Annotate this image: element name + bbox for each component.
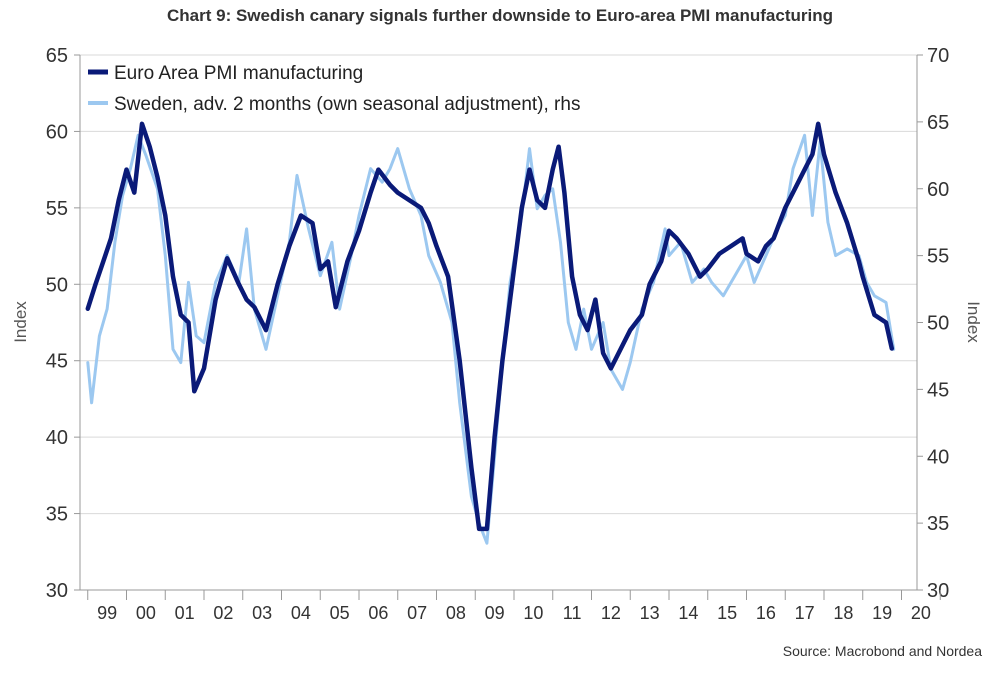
x-axis-ticks: 99 00 01 02 03 04 05 06 07 08 09 10 11 12 13 14 15 16 17 18…	[87, 590, 941, 623]
x-tick-label: 19	[872, 603, 892, 623]
x-tick-label: 01	[175, 603, 195, 623]
left-tick-label: 50	[46, 274, 68, 296]
left-tick-label: 60	[46, 121, 68, 143]
x-tick-label: 03	[252, 603, 272, 623]
x-tick-label: 13	[640, 603, 660, 623]
x-tick-label: 12	[601, 603, 621, 623]
x-tick-label: 04	[291, 603, 311, 623]
x-tick-label: 10	[523, 603, 543, 623]
x-tick-label: 11	[563, 603, 582, 623]
left-tick-label: 30	[46, 580, 68, 602]
right-axis-title: Index	[964, 301, 983, 343]
legend: Euro Area PMI manufacturing Sweden, adv.…	[88, 63, 580, 115]
x-tick-label: 00	[136, 603, 156, 623]
grid-lines	[80, 54, 917, 591]
legend-label-sweden: Sweden, adv. 2 months (own seasonal adju…	[114, 94, 580, 115]
x-tick-label: 20	[911, 603, 931, 623]
right-tick-label: 40	[927, 446, 949, 468]
right-tick-label: 45	[927, 379, 949, 401]
right-tick-label: 50	[927, 313, 949, 335]
right-tick-label: 70	[927, 45, 949, 67]
right-tick-label: 55	[927, 246, 949, 268]
x-tick-label: 08	[446, 603, 466, 623]
axes	[79, 55, 918, 591]
x-tick-label: 14	[678, 603, 698, 623]
x-tick-label: 99	[97, 603, 117, 623]
x-tick-label: 09	[485, 603, 505, 623]
left-tick-label: 45	[46, 351, 68, 373]
source-note: Source: Macrobond and Nordea	[782, 643, 982, 659]
left-y-axis-ticks: 30 35 40 45 50 55 60 65	[46, 45, 80, 602]
x-tick-label: 15	[717, 603, 737, 623]
x-tick-label: 17	[795, 603, 815, 623]
x-tick-label: 18	[833, 603, 853, 623]
x-tick-label: 02	[213, 603, 233, 623]
series-line-euro-area-pmi	[85, 121, 895, 532]
left-tick-label: 55	[46, 198, 68, 220]
right-tick-label: 30	[927, 580, 949, 602]
right-y-axis-ticks: 30 35 40 45 50 55 60 65 70	[917, 45, 949, 602]
left-tick-label: 65	[46, 45, 68, 67]
x-tick-label: 05	[330, 603, 350, 623]
x-tick-label: 16	[756, 603, 776, 623]
x-tick-label: 06	[368, 603, 388, 623]
x-tick-label: 07	[407, 603, 427, 623]
left-axis-title: Index	[11, 301, 30, 343]
right-tick-label: 60	[927, 179, 949, 201]
series-lines	[85, 121, 896, 545]
left-tick-label: 40	[46, 427, 68, 449]
left-tick-label: 35	[46, 504, 68, 526]
legend-label-euro-area: Euro Area PMI manufacturing	[114, 63, 363, 84]
right-tick-label: 35	[927, 513, 949, 535]
right-tick-label: 65	[927, 112, 949, 134]
chart-title: Chart 9: Swedish canary signals further …	[167, 6, 833, 25]
